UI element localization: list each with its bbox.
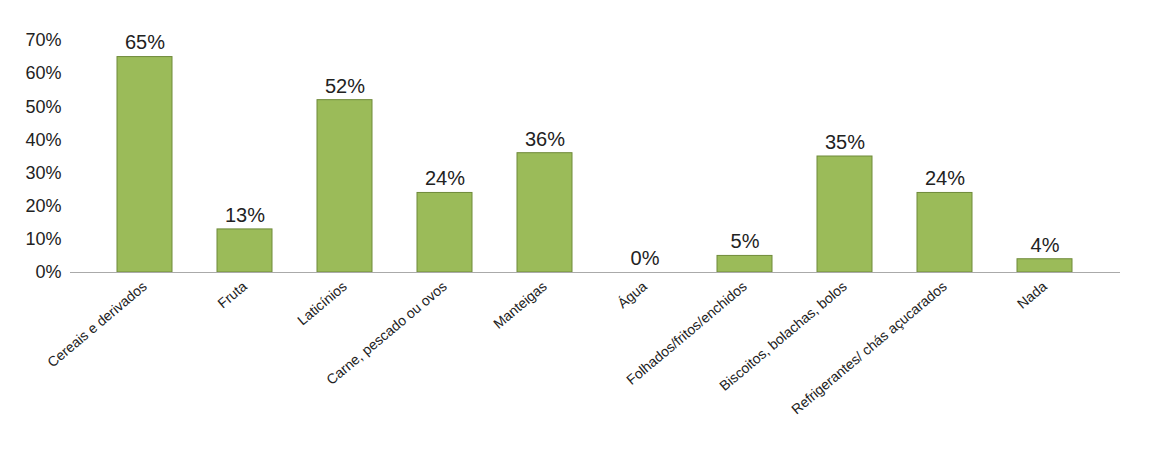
svg-text:10%: 10% [25, 229, 61, 249]
svg-text:50%: 50% [25, 97, 61, 117]
svg-text:Água: Água [614, 278, 649, 311]
svg-text:4%: 4% [1031, 234, 1060, 256]
svg-text:Cereais e derivados: Cereais e derivados [44, 278, 150, 370]
svg-text:Laticínios: Laticínios [294, 278, 350, 328]
svg-text:Manteigas: Manteigas [490, 278, 550, 332]
svg-text:52%: 52% [325, 75, 365, 97]
svg-text:0%: 0% [35, 262, 61, 282]
svg-text:65%: 65% [125, 31, 165, 53]
svg-text:Fruta: Fruta [214, 278, 249, 311]
svg-text:30%: 30% [25, 163, 61, 183]
svg-text:24%: 24% [425, 167, 465, 189]
svg-text:Refrigerantes/ chás açucarados: Refrigerantes/ chás açucarados [788, 278, 950, 417]
svg-text:0%: 0% [631, 247, 660, 269]
svg-text:70%: 70% [25, 30, 61, 50]
svg-text:5%: 5% [731, 230, 760, 252]
svg-text:Folhados/fritos/enchidos: Folhados/fritos/enchidos [623, 278, 750, 388]
svg-text:24%: 24% [925, 167, 965, 189]
svg-text:35%: 35% [825, 131, 865, 153]
svg-text:20%: 20% [25, 196, 61, 216]
svg-text:13%: 13% [225, 204, 265, 226]
svg-text:Biscoitos, bolachas, bolos: Biscoitos, bolachas, bolos [716, 278, 850, 394]
svg-text:36%: 36% [525, 128, 565, 150]
svg-text:Carne, pescado ou ovos: Carne, pescado ou ovos [323, 278, 450, 388]
svg-text:40%: 40% [25, 130, 61, 150]
svg-text:60%: 60% [25, 63, 61, 83]
svg-text:Nada: Nada [1014, 278, 1050, 312]
